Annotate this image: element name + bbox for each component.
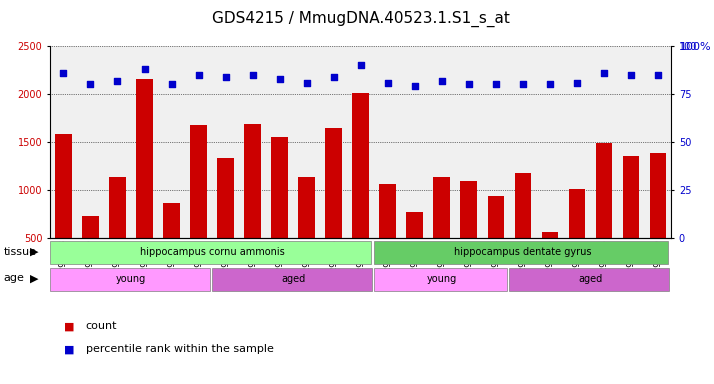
Point	[301, 79, 312, 86]
Bar	[164, 203, 180, 286]
Point	[193, 72, 204, 78]
Text: count: count	[86, 321, 117, 331]
Bar	[218, 158, 233, 286]
Text: aged: aged	[578, 274, 603, 285]
Bar	[568, 189, 585, 286]
FancyBboxPatch shape	[374, 241, 668, 264]
FancyBboxPatch shape	[509, 268, 669, 291]
Bar	[109, 177, 126, 286]
Point	[355, 62, 366, 68]
Point	[598, 70, 609, 76]
Text: tissue: tissue	[4, 247, 36, 257]
Bar	[326, 127, 342, 286]
Text: ■: ■	[64, 344, 75, 354]
FancyBboxPatch shape	[50, 241, 371, 264]
Point	[58, 70, 69, 76]
Bar	[379, 184, 396, 286]
Bar	[488, 196, 503, 286]
Text: ▶: ▶	[30, 273, 39, 283]
Bar	[650, 152, 665, 286]
Text: age: age	[4, 273, 24, 283]
Text: hippocampus dentate gyrus: hippocampus dentate gyrus	[454, 247, 591, 258]
Bar	[56, 134, 71, 286]
Point	[436, 78, 447, 84]
Bar	[433, 177, 450, 286]
Text: aged: aged	[281, 274, 305, 285]
Bar	[244, 124, 261, 286]
Text: GDS4215 / MmugDNA.40523.1.S1_s_at: GDS4215 / MmugDNA.40523.1.S1_s_at	[211, 11, 510, 27]
FancyBboxPatch shape	[50, 268, 210, 291]
Point	[85, 81, 96, 88]
Point	[517, 81, 528, 88]
Bar	[191, 125, 206, 286]
Point	[220, 74, 231, 80]
Point	[544, 81, 555, 88]
Point	[463, 81, 474, 88]
Text: percentile rank within the sample: percentile rank within the sample	[86, 344, 273, 354]
Point	[139, 66, 150, 72]
Text: young: young	[426, 274, 457, 285]
Point	[112, 78, 124, 84]
Point	[247, 72, 258, 78]
Text: ■: ■	[64, 321, 75, 331]
Point	[625, 72, 636, 78]
FancyBboxPatch shape	[212, 268, 372, 291]
Bar	[298, 177, 315, 286]
Point	[166, 81, 177, 88]
Point	[382, 79, 393, 86]
Point	[328, 74, 339, 80]
Text: ▶: ▶	[30, 247, 39, 257]
Point	[652, 72, 663, 78]
Bar	[353, 93, 368, 286]
FancyBboxPatch shape	[374, 268, 507, 291]
Bar	[271, 137, 288, 286]
Bar	[461, 182, 477, 286]
Bar	[82, 216, 99, 286]
Bar	[406, 212, 423, 286]
Point	[571, 79, 583, 86]
Bar	[541, 232, 558, 286]
Point	[490, 81, 501, 88]
Bar	[136, 79, 153, 286]
Point	[274, 76, 286, 82]
Y-axis label: 100%: 100%	[680, 42, 712, 52]
Bar	[623, 157, 639, 286]
Text: hippocampus cornu ammonis: hippocampus cornu ammonis	[140, 247, 284, 258]
Point	[409, 83, 421, 89]
Bar	[515, 173, 531, 286]
Text: young: young	[116, 274, 146, 285]
Bar	[595, 143, 612, 286]
